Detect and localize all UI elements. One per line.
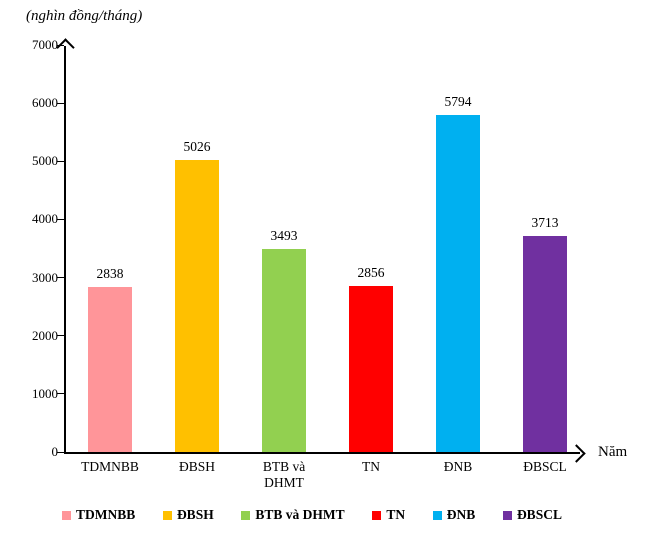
bar-value-label: 2856	[357, 264, 385, 280]
legend-swatch-icon	[372, 510, 382, 520]
y-tick-mark	[57, 277, 64, 279]
y-tick-mark	[57, 393, 64, 395]
y-tick-label: 7000	[32, 37, 58, 52]
chart-title: (nghìn đồng/tháng)	[26, 8, 143, 24]
bar-TDMNBB	[88, 286, 132, 452]
legend-swatch-icon	[162, 510, 172, 520]
x-category-label: ĐBSCL	[523, 459, 567, 474]
bar-ĐBSH	[175, 159, 219, 452]
legend-label: TN	[386, 507, 406, 522]
y-tick-mark	[57, 102, 64, 104]
legend-item: TDMNBB	[62, 506, 135, 524]
y-tick-mark	[57, 335, 64, 337]
legend-item: BTB và DHMT	[241, 506, 345, 524]
y-tick-mark	[57, 451, 64, 453]
legend-label: BTB và DHMT	[255, 507, 345, 522]
y-axis-line	[64, 46, 66, 454]
y-tick-mark	[57, 44, 64, 46]
legend-item: ĐBSCL	[502, 506, 562, 524]
legend-swatch-icon	[432, 510, 442, 520]
legend-swatch-icon	[62, 510, 71, 520]
y-tick-label: 1000	[32, 385, 58, 401]
legend-swatch-icon	[502, 510, 512, 520]
x-category-label: BTB và DHMT	[262, 459, 306, 490]
y-tick-label: 4000	[32, 211, 58, 227]
legend-label: ĐBSCL	[516, 507, 562, 522]
legend-label: TDMNBB	[76, 507, 136, 522]
bar-value-label: 3713	[531, 215, 559, 231]
y-tick-mark	[57, 218, 64, 220]
y-tick-label: 2000	[32, 327, 58, 343]
x-category-label: ĐNB	[443, 459, 473, 474]
bar-value-label: 2838	[96, 265, 124, 281]
y-tick-label: 3000	[32, 269, 58, 285]
legend-label: ĐNB	[446, 507, 476, 522]
y-tick-label: 6000	[32, 95, 58, 111]
x-axis-title: Năm	[598, 444, 628, 460]
y-axis-arrow-icon	[56, 38, 75, 57]
legend-swatch-icon	[241, 510, 251, 520]
x-category-label: TDMNBB	[81, 459, 139, 474]
legend-item: TN	[372, 506, 405, 524]
bar-ĐNB	[436, 115, 480, 452]
x-category-label: ĐBSH	[178, 459, 215, 474]
legend: TDMNBB ĐBSH BTB và DHMT TN ĐNB ĐBSCL	[62, 506, 562, 524]
bar-value-label: 5026	[183, 138, 211, 154]
bar-TN	[349, 285, 393, 452]
legend-item: ĐBSH	[162, 506, 214, 524]
x-axis-line	[64, 452, 580, 454]
y-tick-mark	[57, 160, 64, 162]
legend-item: ĐNB	[432, 506, 476, 524]
legend-label: ĐBSH	[176, 507, 214, 522]
bar-BTB và DHMT	[262, 248, 306, 452]
bar-value-label: 5794	[444, 94, 472, 110]
x-category-label: TN	[362, 459, 380, 474]
y-tick-label: 0	[51, 444, 59, 459]
bar-ĐBSCL	[523, 236, 567, 452]
y-tick-label: 5000	[32, 153, 58, 169]
bar-value-label: 3493	[270, 227, 298, 243]
